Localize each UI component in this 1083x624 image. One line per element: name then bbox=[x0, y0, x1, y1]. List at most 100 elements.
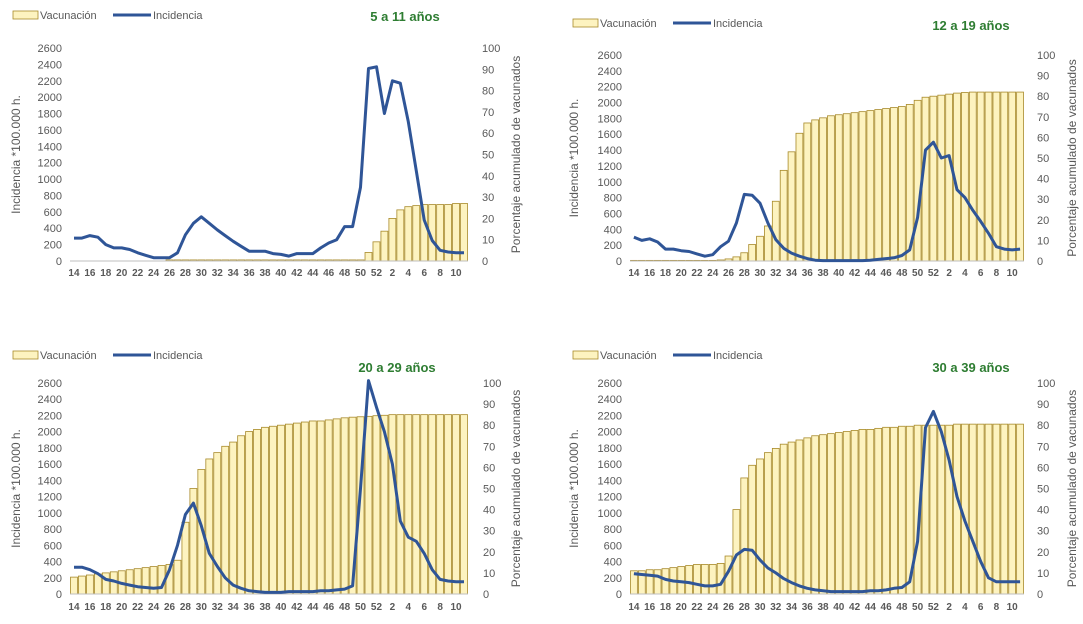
x-tick-label: 28 bbox=[180, 268, 192, 279]
bar-vacunacion bbox=[269, 425, 277, 595]
legend-label-vacunacion: Vacunación bbox=[600, 18, 657, 30]
x-tick-label: 36 bbox=[244, 602, 256, 613]
y-left-tick-label: 1600 bbox=[598, 459, 622, 471]
bar-vacunacion bbox=[181, 521, 190, 595]
y-left-tick-label: 800 bbox=[604, 193, 622, 205]
x-tick-label: 30 bbox=[754, 602, 766, 613]
y-right-tick-label: 60 bbox=[482, 128, 494, 140]
chart-title: 12 a 19 años bbox=[932, 18, 1009, 33]
y-right-tick-label: 40 bbox=[1037, 174, 1049, 186]
chart-panel-30-39: Vacunación Incidencia 30 a 39 años 0 200 400 6… bbox=[541, 310, 1083, 619]
bar-vacunacion bbox=[460, 414, 468, 595]
y-left-tick-label: 200 bbox=[604, 240, 622, 252]
y-left-tick-label: 2600 bbox=[598, 378, 622, 390]
x-tick-label: 48 bbox=[896, 602, 908, 613]
bar-vacunacion bbox=[324, 419, 333, 595]
y-right-tick-label: 70 bbox=[1037, 112, 1049, 124]
y-right-tick-label: 30 bbox=[483, 526, 495, 538]
bar-vacunacion bbox=[850, 430, 859, 595]
x-tick-label: 34 bbox=[786, 602, 798, 613]
y-right-tick-label: 80 bbox=[1037, 91, 1049, 103]
x-tick-label: 50 bbox=[355, 602, 367, 613]
x-tick-label: 52 bbox=[371, 602, 383, 613]
y-left-tick-label: 1600 bbox=[38, 459, 62, 471]
x-tick-label: 24 bbox=[707, 602, 719, 613]
y-left-tick-label: 2400 bbox=[598, 394, 622, 406]
y-right-tick-label: 10 bbox=[1037, 235, 1049, 247]
x-tick-label: 36 bbox=[802, 602, 814, 613]
y-right-tick-label: 90 bbox=[482, 64, 494, 76]
bar-vacunacion bbox=[420, 414, 429, 595]
x-tick-label: 50 bbox=[912, 268, 924, 279]
bar-vacunacion bbox=[412, 205, 421, 262]
y-left-tick-label: 1800 bbox=[38, 443, 62, 455]
bar-vacunacion bbox=[937, 94, 946, 262]
bar-vacunacion bbox=[819, 117, 827, 262]
y-right-tick-label: 30 bbox=[482, 192, 494, 204]
y-left-tick-label: 0 bbox=[56, 256, 62, 268]
x-tick-label: 26 bbox=[723, 268, 735, 279]
line-incidencia bbox=[74, 379, 464, 594]
bar-vacunacion bbox=[787, 441, 796, 595]
chart-panel-12-19: Vacunación Incidencia 12 a 19 años 0 200 400 6… bbox=[541, 0, 1083, 309]
y-left-tick-label: 1800 bbox=[598, 113, 622, 125]
x-tick-label: 36 bbox=[244, 268, 256, 279]
x-tick-label: 50 bbox=[355, 268, 367, 279]
y-left-tick-label: 2000 bbox=[598, 427, 622, 439]
y-left-tick-label: 2600 bbox=[38, 43, 62, 55]
line-incidencia bbox=[633, 409, 1021, 594]
bar-vacunacion bbox=[803, 437, 812, 595]
y-right-tick-label: 40 bbox=[483, 505, 495, 517]
bar-vacunacion bbox=[237, 435, 246, 595]
y-left-tick-label: 2200 bbox=[598, 82, 622, 94]
y-right-tick-label: 30 bbox=[1037, 526, 1049, 538]
bar-vacunacion bbox=[898, 106, 906, 262]
legend-swatch-vacunacion bbox=[572, 18, 599, 28]
y-right-tick-label: 100 bbox=[1037, 378, 1055, 390]
bar-vacunacion bbox=[205, 458, 214, 595]
bar-vacunacion bbox=[412, 414, 421, 595]
y-right-tick-label: 0 bbox=[1037, 589, 1043, 601]
y-left-tick-label: 800 bbox=[44, 190, 62, 202]
chart-title: 30 a 39 años bbox=[932, 360, 1009, 375]
legend-swatch-vacunacion bbox=[572, 350, 599, 360]
bar-vacunacion bbox=[364, 252, 373, 262]
bar-vacunacion bbox=[890, 426, 898, 595]
bar-vacunacion bbox=[645, 569, 654, 595]
y-left-tick-label: 400 bbox=[604, 224, 622, 236]
bar-vacunacion bbox=[1016, 423, 1024, 595]
bar-vacunacion bbox=[984, 423, 993, 595]
y-right-tick-label: 40 bbox=[1037, 505, 1049, 517]
y-right-tick-label: 30 bbox=[1037, 194, 1049, 206]
x-tick-label: 38 bbox=[817, 268, 829, 279]
y-left-tick-label: 2400 bbox=[598, 66, 622, 78]
y-left-tick-label: 600 bbox=[44, 207, 62, 219]
x-tick-label: 14 bbox=[68, 602, 80, 613]
bar-vacunacion bbox=[133, 568, 142, 595]
legend-label-vacunacion: Vacunación bbox=[40, 350, 97, 362]
x-tick-label: 14 bbox=[628, 268, 640, 279]
x-tick-label: 30 bbox=[754, 268, 766, 279]
bar-vacunacion bbox=[779, 443, 788, 595]
y-left-axis-label: Incidencia *100.000 h. bbox=[567, 99, 581, 218]
bar-vacunacion bbox=[86, 574, 94, 595]
bar-vacunacion bbox=[874, 109, 883, 262]
x-tick-label: 8 bbox=[994, 268, 1000, 279]
x-tick-label: 6 bbox=[421, 268, 427, 279]
x-tick-label: 26 bbox=[723, 602, 735, 613]
bar-vacunacion bbox=[811, 119, 820, 262]
bar-vacunacion bbox=[1000, 91, 1009, 262]
bar-vacunacion bbox=[261, 426, 269, 595]
y-right-tick-label: 80 bbox=[482, 86, 494, 98]
y-right-tick-label: 70 bbox=[483, 441, 495, 453]
bar-vacunacion bbox=[277, 424, 285, 595]
y-left-tick-label: 1200 bbox=[598, 492, 622, 504]
x-tick-label: 52 bbox=[371, 268, 383, 279]
y-left-tick-label: 1200 bbox=[38, 492, 62, 504]
y-right-tick-label: 50 bbox=[1037, 153, 1049, 165]
bar-vacunacion bbox=[396, 209, 405, 262]
bar-vacunacion bbox=[364, 415, 373, 595]
bar-vacunacion bbox=[308, 420, 317, 595]
x-tick-label: 34 bbox=[786, 268, 798, 279]
